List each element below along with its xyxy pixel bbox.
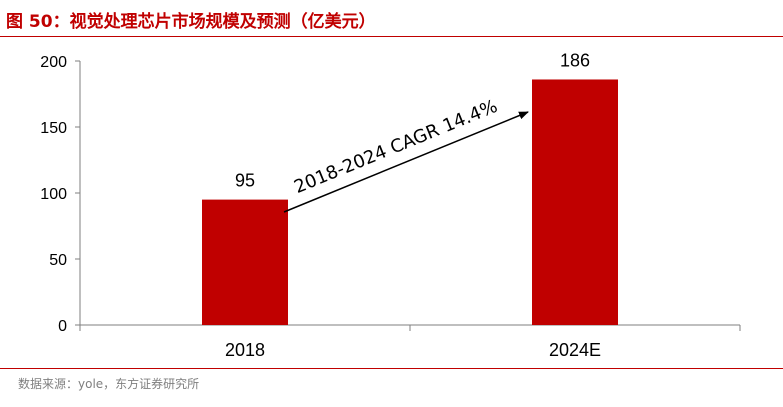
y-tick-label: 0 <box>58 318 67 335</box>
y-axis: 0 50 100 150 200 <box>40 54 81 335</box>
bars <box>202 79 618 325</box>
data-label: 95 <box>235 171 255 191</box>
y-tick-label: 50 <box>49 252 67 269</box>
cagr-annotation: 2018-2024 CAGR 14.4% <box>283 96 529 213</box>
x-axis <box>79 324 741 331</box>
data-labels: 95 186 <box>235 50 590 190</box>
bar-2024E <box>532 79 618 325</box>
y-tick-label: 100 <box>40 186 67 203</box>
cagr-label: 2018-2024 CAGR 14.4% <box>291 96 500 198</box>
category-label: 2018 <box>225 340 265 360</box>
y-tick-label: 200 <box>40 54 67 71</box>
source-divider <box>0 368 783 369</box>
category-labels: 2018 2024E <box>225 340 601 360</box>
title-divider <box>0 36 783 37</box>
cagr-arrow <box>283 111 529 213</box>
category-label: 2024E <box>549 340 601 360</box>
figure-title: 图 50：视觉处理芯片市场规模及预测（亿美元） <box>6 12 376 32</box>
y-tick-label: 150 <box>40 120 67 137</box>
source-note: 数据来源：yole，东方证券研究所 <box>18 377 200 391</box>
data-label: 186 <box>560 50 590 70</box>
bar-2018 <box>202 199 288 325</box>
